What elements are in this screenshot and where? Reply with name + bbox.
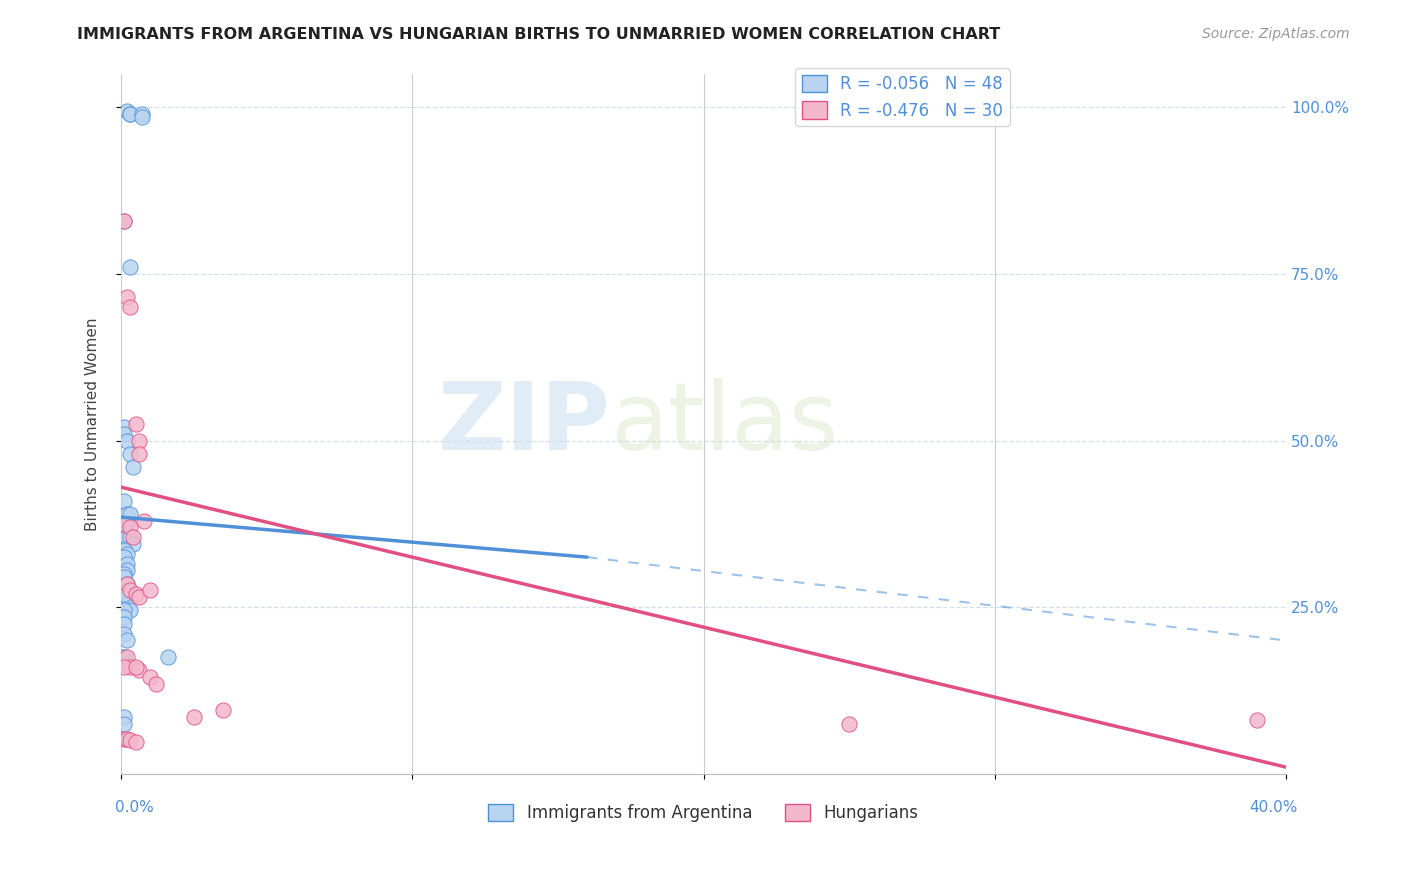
Point (118, 107, 141, 121)
Point (112, 657, 135, 671)
Point (125, 587, 148, 601)
Point (112, 570, 135, 584)
Point (115, 650, 138, 665)
Point (838, 716, 860, 731)
Point (118, 530, 141, 544)
Point (115, 507, 138, 521)
Point (112, 610, 135, 624)
Text: Source: ZipAtlas.com: Source: ZipAtlas.com (1202, 27, 1350, 41)
Point (112, 213, 135, 227)
Point (115, 557, 138, 571)
Point (112, 213, 135, 227)
Point (112, 587, 135, 601)
Point (112, 516, 135, 531)
Point (115, 530, 138, 544)
Point (112, 543, 135, 558)
Point (121, 530, 143, 544)
Point (139, 583, 162, 598)
Point (115, 732, 138, 747)
Point (118, 507, 141, 521)
Point (118, 300, 141, 314)
Y-axis label: Births to Unmarried Women: Births to Unmarried Women (86, 317, 100, 531)
Point (112, 710, 135, 724)
Point (131, 107, 153, 121)
Point (115, 597, 138, 611)
Point (125, 660, 148, 674)
Point (112, 627, 135, 641)
Point (121, 460, 143, 475)
Point (115, 577, 138, 591)
Point (131, 110, 153, 124)
Point (156, 650, 179, 665)
Point (118, 603, 141, 617)
Point (115, 633, 138, 648)
Point (112, 493, 135, 508)
Point (121, 537, 143, 551)
Point (115, 103, 138, 118)
Point (118, 583, 141, 598)
Point (112, 616, 135, 631)
Text: 40.0%: 40.0% (1250, 800, 1298, 815)
Point (1246, 714, 1268, 728)
Point (112, 550, 135, 565)
Point (118, 107, 141, 121)
Point (112, 530, 135, 544)
Point (118, 733, 141, 747)
Point (115, 577, 138, 591)
Legend: R = -0.056   N = 48, R = -0.476   N = 30: R = -0.056 N = 48, R = -0.476 N = 30 (796, 69, 1010, 127)
Point (115, 434, 138, 448)
Point (112, 732, 135, 747)
Point (112, 590, 135, 604)
Point (212, 703, 235, 717)
Point (145, 677, 167, 691)
Point (112, 650, 135, 665)
Point (118, 260, 141, 275)
Point (183, 710, 205, 724)
Point (112, 516, 135, 531)
Text: IMMIGRANTS FROM ARGENTINA VS HUNGARIAN BIRTHS TO UNMARRIED WOMEN CORRELATION CHA: IMMIGRANTS FROM ARGENTINA VS HUNGARIAN B… (77, 27, 1001, 42)
Point (125, 735, 148, 749)
Point (112, 650, 135, 665)
Point (128, 447, 150, 461)
Point (125, 417, 148, 431)
Point (112, 566, 135, 581)
Point (112, 426, 135, 441)
Point (112, 716, 135, 731)
Point (128, 590, 150, 604)
Point (128, 664, 150, 678)
Point (115, 564, 138, 578)
Text: 0.0%: 0.0% (115, 800, 155, 815)
Point (112, 524, 135, 538)
Text: ZIP: ZIP (437, 378, 610, 470)
Point (112, 526, 135, 541)
Point (128, 434, 150, 448)
Point (115, 290, 138, 304)
Point (134, 514, 156, 528)
Point (112, 660, 135, 674)
Point (115, 547, 138, 561)
Point (118, 660, 141, 674)
Point (112, 420, 135, 434)
Point (112, 603, 135, 617)
Point (115, 583, 138, 598)
Point (112, 587, 135, 601)
Point (115, 516, 138, 531)
Point (118, 520, 141, 534)
Text: atlas: atlas (610, 378, 838, 470)
Point (139, 670, 162, 684)
Point (118, 447, 141, 461)
